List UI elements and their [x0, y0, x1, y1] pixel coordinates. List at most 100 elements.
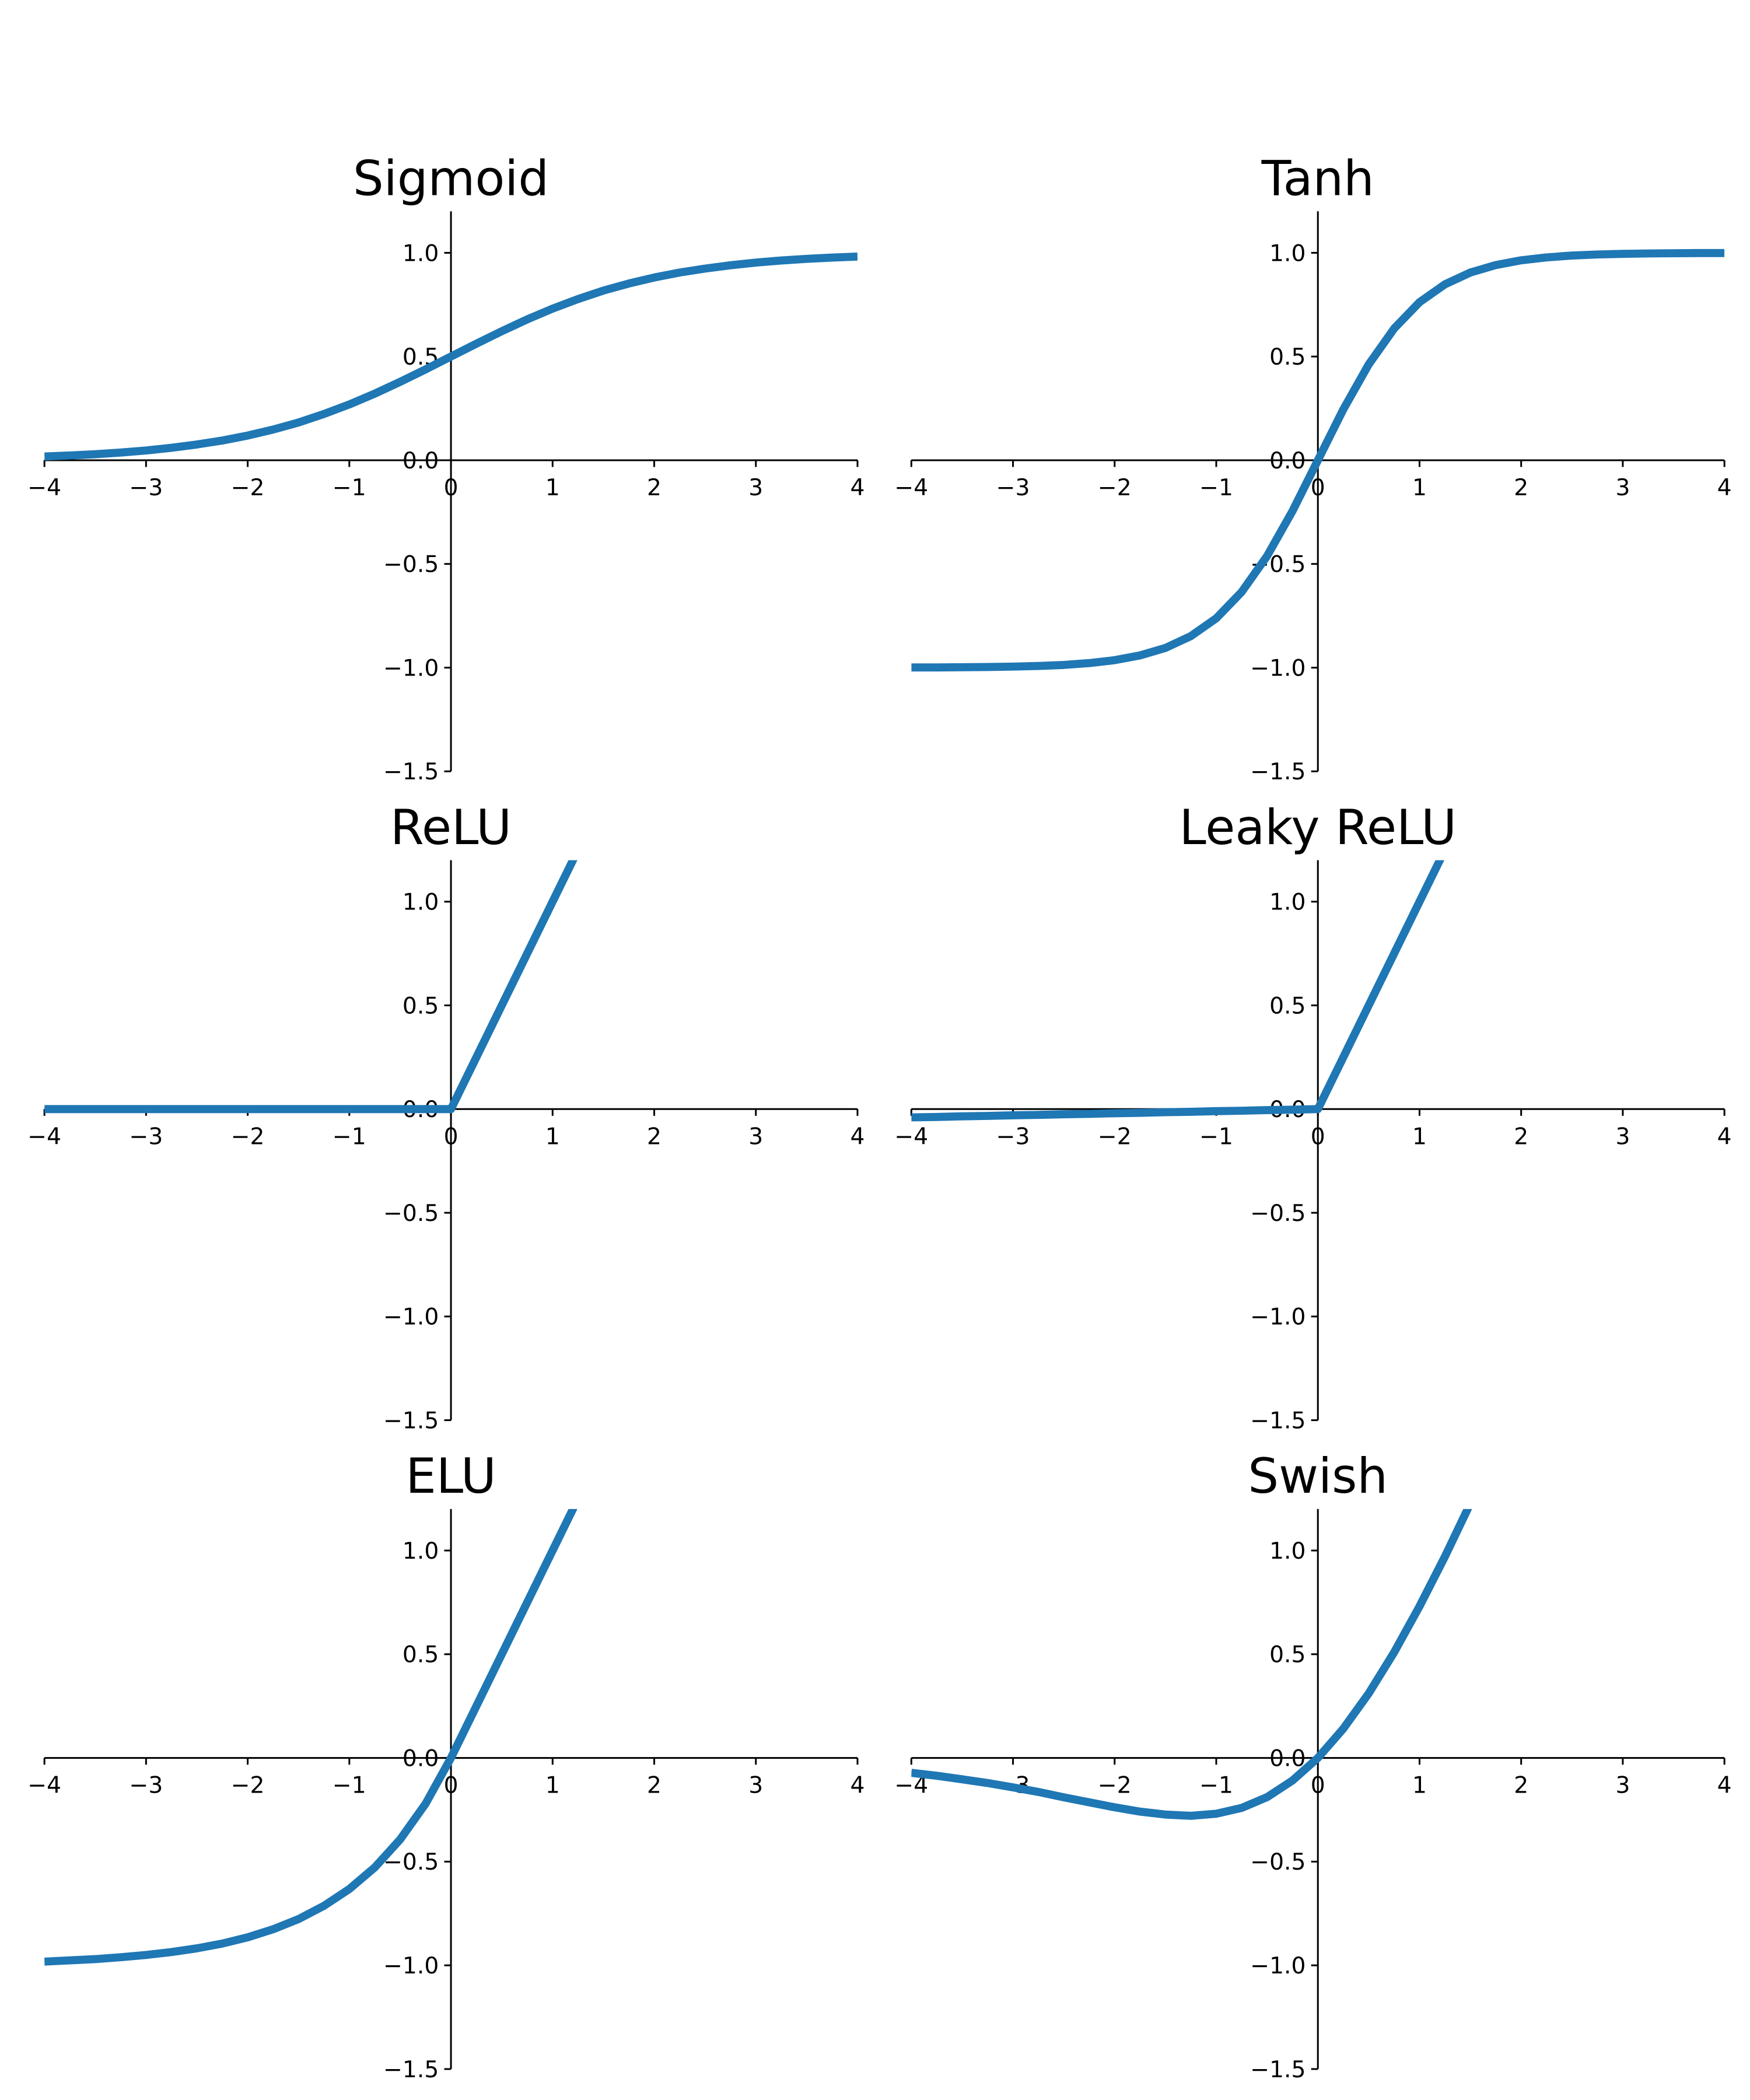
x-tick-label: 4	[850, 475, 865, 501]
curve	[44, 860, 578, 1114]
x-tick-label: −3	[996, 1124, 1030, 1150]
chart-title: Leaky ReLU	[1179, 799, 1457, 856]
x-tick-label: −4	[894, 1124, 928, 1150]
y-tick-label: −1.0	[383, 1953, 439, 1979]
panel: Tanh−4 −3 −2 −1 0 1 2 3 4−1.5−1.0−0.50.00.51.0	[894, 150, 1731, 786]
curve	[911, 860, 1445, 1122]
y-tick-label: −1.0	[383, 655, 439, 681]
x-tick-label: 4	[1717, 475, 1732, 501]
y-tick-label: 0.5	[402, 1642, 439, 1668]
y-tick-label: −1.0	[383, 1304, 439, 1331]
x-tick-label: −2	[231, 475, 265, 501]
x-tick-label: 1	[1412, 475, 1427, 501]
chart-title: ELU	[405, 1448, 496, 1504]
y-tick-label: 1.0	[1269, 890, 1306, 916]
x-tick-label: 2	[1514, 475, 1528, 501]
x-tick-label: 1	[1412, 1124, 1427, 1150]
curve	[44, 1508, 578, 1966]
y-tick-label: −1.5	[1250, 759, 1306, 785]
x-tick-label: −3	[129, 1124, 163, 1150]
x-tick-label: −4	[27, 475, 61, 501]
y-tick-label: 0.0	[402, 1745, 439, 1772]
x-tick-label: −4	[894, 475, 928, 501]
y-tick-label: −0.5	[383, 1200, 439, 1227]
y-tick-label: −0.5	[383, 552, 439, 578]
chart-title: Swish	[1248, 1448, 1388, 1504]
x-tick-label: 1	[545, 1124, 560, 1150]
y-tick-label: 0.5	[1269, 993, 1306, 1019]
x-tick-label: 0	[444, 475, 459, 501]
x-tick-label: 1	[545, 1773, 560, 1799]
x-tick-label: −2	[1098, 1124, 1132, 1150]
x-tick-label: 2	[1514, 1773, 1528, 1799]
x-tick-label: 4	[850, 1773, 865, 1799]
x-tick-label: −1	[1199, 1124, 1233, 1150]
x-tick-label: 3	[748, 1124, 763, 1150]
x-tick-label: −1	[332, 1773, 366, 1799]
x-tick-label: 2	[647, 1773, 662, 1799]
y-tick-label: 0.5	[402, 993, 439, 1019]
y-tick-label: 0.0	[1269, 1745, 1306, 1772]
x-tick-label: −3	[129, 1773, 163, 1799]
x-tick-label: 2	[647, 1124, 662, 1150]
x-tick-label: 2	[1514, 1124, 1528, 1150]
x-tick-label: −2	[231, 1124, 265, 1150]
x-tick-label: 4	[850, 1124, 865, 1150]
y-tick-label: −1.0	[1250, 1304, 1306, 1331]
x-tick-label: 0	[1311, 1124, 1325, 1150]
y-tick-label: −1.5	[383, 759, 439, 785]
y-tick-label: 1.0	[1269, 240, 1306, 267]
y-tick-label: 1.0	[402, 1538, 439, 1564]
x-tick-label: 0	[1311, 1773, 1325, 1799]
x-tick-label: −3	[996, 475, 1030, 501]
y-tick-label: −1.0	[1250, 655, 1306, 681]
curve	[911, 1508, 1472, 1820]
x-tick-label: −1	[332, 475, 366, 501]
y-tick-label: 0.0	[402, 448, 439, 474]
y-tick-label: −1.5	[1250, 1408, 1306, 1434]
y-tick-label: 1.0	[402, 890, 439, 916]
x-tick-label: −4	[27, 1773, 61, 1799]
panel: ReLU−4 −3 −2 −1 0 1 2 3 4−1.5−1.0−0.50.00.51.0	[27, 799, 865, 1434]
panel: Leaky ReLU−4 −3 −2 −1 0 1 2 3 4−1.5−1.0−0.50.00.…	[894, 799, 1732, 1434]
x-tick-label: −1	[332, 1124, 366, 1150]
y-tick-label: 1.0	[1269, 1538, 1306, 1564]
y-tick-label: 0.0	[1269, 448, 1306, 474]
chart-title: ReLU	[390, 799, 512, 856]
chart-title: Sigmoid	[353, 150, 549, 207]
y-tick-label: −0.5	[1250, 1849, 1306, 1875]
x-tick-label: 0	[1311, 475, 1325, 501]
panel: ELU−4 −3 −2 −1 0 1 2 3 4−1.5−1.0−0.50.00.51.0	[27, 1448, 865, 2083]
x-tick-label: −4	[27, 1124, 61, 1150]
y-tick-label: −1.0	[1250, 1953, 1306, 1979]
x-tick-label: 3	[1615, 1773, 1630, 1799]
x-tick-label: −1	[1199, 1773, 1233, 1799]
x-tick-label: 3	[748, 1773, 763, 1799]
x-tick-label: 3	[1615, 1124, 1630, 1150]
x-tick-label: 1	[545, 475, 560, 501]
x-tick-label: 4	[1717, 1773, 1732, 1799]
x-tick-label: −2	[1098, 1773, 1132, 1799]
y-tick-label: 0.5	[1269, 1642, 1306, 1668]
y-tick-label: −1.5	[383, 2057, 439, 2083]
y-tick-label: −1.5	[383, 1408, 439, 1434]
x-tick-label: 3	[748, 475, 763, 501]
x-tick-label: 1	[1412, 1773, 1427, 1799]
panel: Swish−4 −3 −2 −1 0 1 2 3 4−1.5−1.0−0.50.00.51.0	[894, 1448, 1732, 2083]
y-tick-label: 0.5	[1269, 344, 1306, 370]
x-tick-label: −3	[129, 475, 163, 501]
x-tick-label: 0	[444, 1773, 459, 1799]
curve	[44, 252, 858, 461]
x-tick-label: −2	[1098, 475, 1132, 501]
x-tick-label: 3	[1615, 475, 1630, 501]
chart-title: Tanh	[1261, 150, 1374, 207]
curve	[911, 249, 1725, 672]
x-tick-label: 4	[1717, 1124, 1732, 1150]
x-tick-label: 2	[647, 475, 662, 501]
x-tick-label: −1	[1199, 475, 1233, 501]
y-tick-label: −0.5	[1250, 1200, 1306, 1227]
x-tick-label: −2	[231, 1773, 265, 1799]
x-tick-label: 0	[444, 1124, 459, 1150]
y-tick-label: 1.0	[402, 240, 439, 267]
